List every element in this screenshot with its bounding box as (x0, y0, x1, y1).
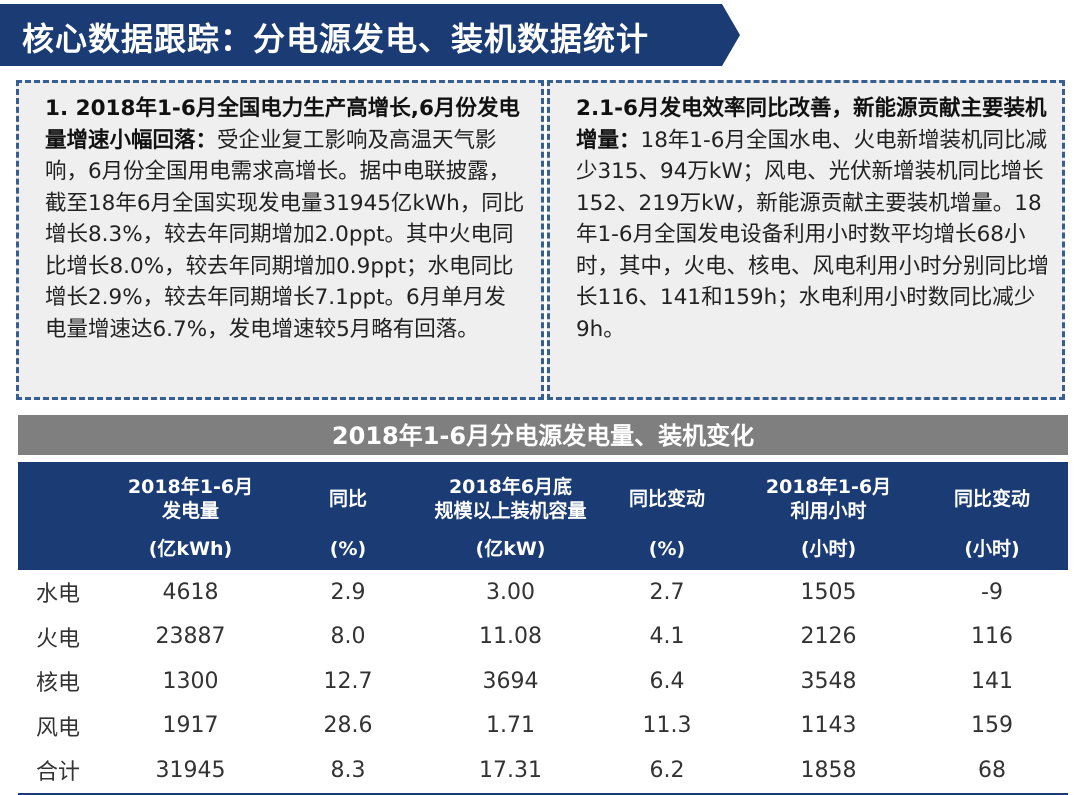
table-cell: 11.08 (479, 624, 542, 650)
table-cell: 4618 (162, 579, 219, 605)
column-header (18, 462, 113, 532)
column-unit: (小时) (741, 532, 916, 570)
panel-body: 受企业复工影响及高温天气影响，6月份全国用电需求高增长。据中电联披露，截至18年… (45, 127, 525, 342)
row-label: 核电 (36, 671, 81, 697)
table-cell: 159 (971, 713, 1013, 739)
table-cell: 4.1 (649, 624, 685, 650)
row-label: 风电 (36, 715, 81, 741)
table-row: 水电 4618 2.9 3.00 2.7 1505 -9 (18, 570, 1068, 615)
table-cell: 12.7 (323, 668, 373, 694)
panel-heading: 2.1-6月发电效率同比改善，新能源贡献主要装机增量： (576, 96, 1047, 153)
table-cell: 2126 (800, 624, 857, 650)
table-row: 合计 31945 8.3 17.31 6.2 1858 68 (18, 748, 1068, 794)
column-unit: (亿kWh) (113, 532, 268, 570)
table-cell: -9 (981, 579, 1003, 605)
table-cell: 2.9 (330, 579, 366, 605)
table-cell: 8.0 (330, 624, 366, 650)
table-cell: 141 (971, 668, 1013, 694)
panel-heading: 1. 2018年1-6月全国电力生产高增长,6月份发电量增速小幅回落： (45, 96, 520, 153)
table-body: 水电 4618 2.9 3.00 2.7 1505 -9 火电 23887 8.0 11.08 4.1… (18, 570, 1068, 794)
table-cell: 6.2 (649, 757, 685, 783)
table-title: 2018年1-6月分电源发电量、装机变化 (18, 415, 1068, 455)
table-cell: 8.3 (330, 757, 366, 783)
column-unit (18, 532, 113, 570)
column-unit: (亿kW) (428, 532, 593, 570)
column-unit: (%) (268, 532, 428, 570)
row-label: 合计 (36, 760, 81, 786)
column-header: 2018年1-6月 发电量 (113, 462, 268, 532)
table-row: 火电 23887 8.0 11.08 4.1 2126 116 (18, 615, 1068, 660)
table-cell: 28.6 (323, 713, 373, 739)
table-cell: 6.4 (649, 668, 685, 694)
table-cell: 1917 (162, 713, 219, 739)
column-header: 同比变动 (916, 462, 1068, 532)
table-cell: 2.7 (649, 579, 685, 605)
column-header: 2018年1-6月 利用小时 (741, 462, 916, 532)
panel-body: 18年1-6月全国水电、火电新增装机同比减少315、94万kW；风电、光伏新增装… (576, 127, 1050, 342)
table-cell: 116 (971, 624, 1013, 650)
table-row: 风电 1917 28.6 1.71 11.3 1143 159 (18, 704, 1068, 749)
summary-panel-capacity: 2.1-6月发电效率同比改善，新能源贡献主要装机增量：18年1-6月全国水电、火… (547, 80, 1065, 400)
table-cell: 1.71 (486, 713, 535, 739)
row-label: 水电 (36, 582, 81, 608)
table-header-row: 2018年1-6月 发电量 同比 2018年6月底 规模以上装机容量 同比变动 2018年1… (18, 462, 1068, 532)
table-cell: 1300 (162, 668, 219, 694)
table-cell: 1858 (800, 757, 857, 783)
table-cell: 31945 (155, 757, 226, 783)
power-data-table: 2018年1-6月 发电量 同比 2018年6月底 规模以上装机容量 同比变动 2018年1… (18, 462, 1068, 795)
column-unit: (小时) (916, 532, 1068, 570)
table-cell: 3548 (800, 668, 857, 694)
column-header: 同比变动 (593, 462, 741, 532)
row-label: 火电 (36, 626, 81, 652)
column-unit: (%) (593, 532, 741, 570)
table-cell: 3694 (482, 668, 539, 694)
table-cell: 1143 (800, 713, 857, 739)
summary-panel-generation: 1. 2018年1-6月全国电力生产高增长,6月份发电量增速小幅回落：受企业复工… (16, 80, 544, 400)
banner-shape (0, 4, 740, 66)
table-cell: 1505 (800, 579, 857, 605)
table-cell: 68 (978, 757, 1006, 783)
table-unit-row: (亿kWh) (%) (亿kW) (%) (小时) (小时) (18, 532, 1068, 570)
table-cell: 11.3 (642, 713, 692, 739)
column-header: 2018年6月底 规模以上装机容量 (428, 462, 593, 532)
table-row: 核电 1300 12.7 3694 6.4 3548 141 (18, 659, 1068, 704)
table-cell: 3.00 (486, 579, 535, 605)
table-cell: 17.31 (479, 757, 542, 783)
table-cell: 23887 (155, 624, 226, 650)
header-banner: 核心数据跟踪：分电源发电、装机数据统计 (0, 4, 740, 66)
column-header: 同比 (268, 462, 428, 532)
page-title: 核心数据跟踪：分电源发电、装机数据统计 (22, 20, 650, 58)
